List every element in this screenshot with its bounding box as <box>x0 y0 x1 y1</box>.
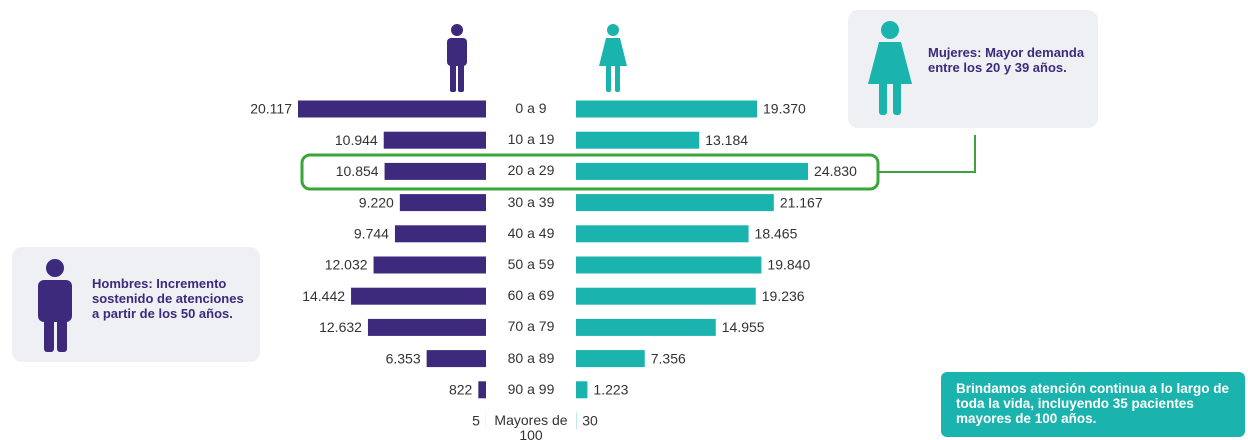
value-label: 1.223 <box>593 382 628 398</box>
category-label: 90 a 99 <box>507 380 555 397</box>
value-label: 14.955 <box>722 319 765 335</box>
value-label: 12.032 <box>325 257 368 273</box>
bar <box>576 100 758 118</box>
value-label: 13.184 <box>705 132 748 148</box>
bar <box>351 287 486 305</box>
value-label: 6.353 <box>386 350 421 366</box>
bar <box>576 287 756 305</box>
value-label: 7.356 <box>651 350 686 366</box>
category-label: 70 a 79 <box>507 318 555 335</box>
male-icon <box>38 259 72 352</box>
female-icon <box>868 21 912 115</box>
value-label: 822 <box>449 382 473 398</box>
category-label: 50 a 59 <box>507 256 555 272</box>
category-label: 30 a 39 <box>507 193 555 210</box>
category-label: 0 a 9 <box>515 100 547 116</box>
category-label: 60 a 69 <box>507 287 555 304</box>
bar <box>384 162 486 180</box>
category-label: 40 a 49 <box>507 224 555 241</box>
callout-box <box>12 247 260 362</box>
category-label: Mayores de 100 <box>494 412 568 440</box>
bar <box>576 162 809 180</box>
male-note: Hombres: Incremento sostenido de atencio… <box>92 276 244 321</box>
category-label: 10 a 19 <box>507 131 555 148</box>
bar <box>399 194 486 212</box>
connector-line <box>878 135 976 173</box>
value-label: 30 <box>582 413 598 429</box>
value-label: 10.944 <box>335 132 378 148</box>
value-label: 19.236 <box>762 288 805 304</box>
value-label: 19.370 <box>763 101 806 117</box>
bar <box>576 131 700 149</box>
category-label: 20 a 29 <box>507 162 555 179</box>
value-label: 12.632 <box>319 319 362 335</box>
category-label: 80 a 89 <box>507 349 555 366</box>
female-icon <box>599 24 627 92</box>
value-label: 10.854 <box>336 163 379 179</box>
value-label: 21.167 <box>780 194 823 210</box>
value-label: 18.465 <box>755 226 798 242</box>
summary-box <box>941 372 1245 437</box>
bar <box>576 350 645 368</box>
bar <box>478 381 486 399</box>
male-icon <box>447 24 467 92</box>
bar <box>394 225 486 243</box>
bar <box>373 256 486 274</box>
bar <box>383 131 486 149</box>
bar <box>576 225 749 243</box>
bar <box>367 318 486 336</box>
value-label: 5 <box>472 413 480 429</box>
value-label: 9.220 <box>359 194 394 210</box>
value-label: 20.117 <box>250 101 292 117</box>
bar <box>576 318 716 336</box>
value-label: 9.744 <box>354 226 389 242</box>
bar <box>426 350 486 368</box>
bar <box>576 194 774 212</box>
value-label: 19.840 <box>767 257 810 273</box>
summary-note: Brindamos atención continua a lo largo d… <box>956 381 1230 426</box>
value-label: 14.442 <box>302 288 345 304</box>
value-label: 24.830 <box>814 163 857 179</box>
female-note: Mujeres: Mayor demanda entre los 20 y 39… <box>928 45 1085 75</box>
bar <box>576 256 762 274</box>
bar <box>576 381 588 399</box>
callout-box <box>848 10 1098 128</box>
bar <box>298 100 486 118</box>
